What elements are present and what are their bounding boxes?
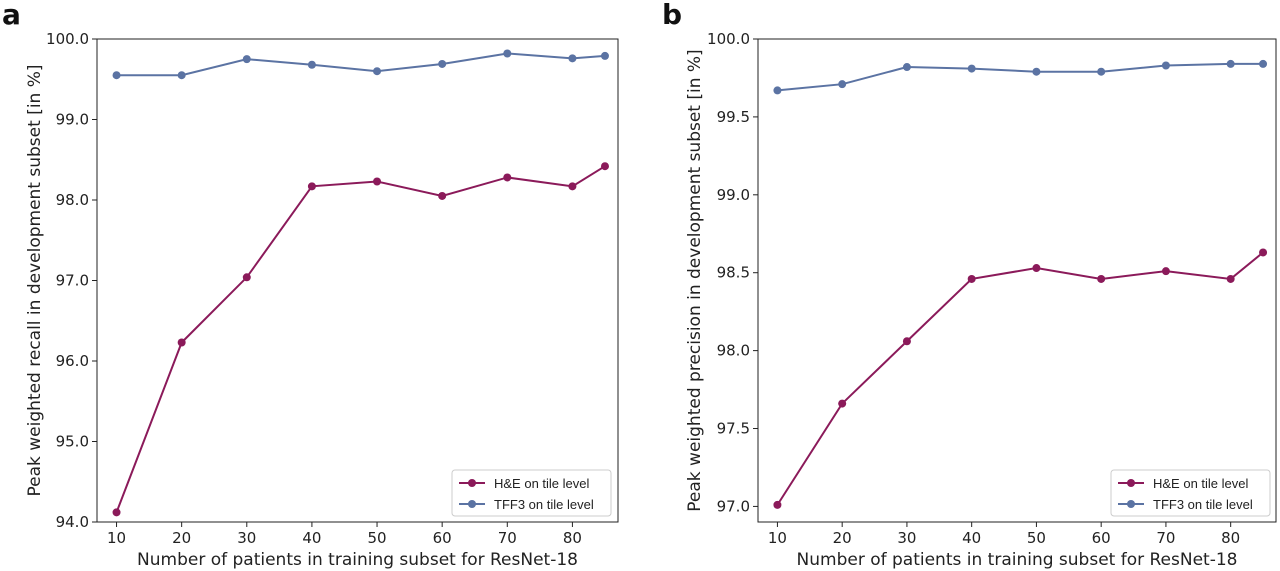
data-point-he — [1032, 264, 1041, 273]
data-point-he — [568, 182, 577, 191]
data-point-tff3 — [1161, 61, 1170, 70]
data-point-tff3 — [1097, 67, 1106, 76]
data-point-he — [600, 162, 609, 171]
series-line-tff3 — [116, 52, 606, 77]
panel-label: b — [662, 0, 682, 31]
x-tick-label: 40 — [302, 529, 321, 547]
x-tick-label: 70 — [1156, 529, 1175, 547]
data-point-tff3 — [307, 60, 316, 69]
x-tick-label: 50 — [367, 529, 386, 547]
y-tick-label: 99.0 — [56, 111, 89, 129]
y-axis-label: Peak weighted recall in development subs… — [25, 64, 45, 496]
chart-panel-b: b 10 20 30 40 50 60 70 80 97.0 97.5 98.0 98.5 99.0 99.… — [662, 0, 1277, 570]
data-point-tff3 — [1032, 67, 1041, 76]
y-tick-label: 95.0 — [56, 433, 89, 451]
chart-panel-a: a 10 20 30 40 50 60 70 80 94.0 95.0 96.0 97.0 98.0 99.… — [2, 0, 619, 570]
legend: H&E on tile level TFF3 on tile level — [1110, 469, 1271, 517]
data-point-he — [1097, 274, 1106, 283]
data-point-he — [838, 399, 847, 408]
x-tick-label: 80 — [563, 529, 582, 547]
legend-swatch-marker — [1127, 479, 1135, 487]
legend-label: H&E on tile level — [494, 476, 589, 491]
y-axis-label: Peak weighted precision in development s… — [685, 49, 705, 511]
data-point-tff3 — [438, 59, 447, 68]
legend-label: H&E on tile level — [1153, 476, 1248, 491]
x-tick-label: 80 — [1221, 529, 1240, 547]
y-tick-label: 97.0 — [717, 497, 750, 515]
data-point-he — [773, 500, 782, 509]
x-tick-label: 60 — [1092, 529, 1111, 547]
data-point-tff3 — [503, 49, 512, 58]
data-point-he — [902, 337, 911, 346]
data-point-he — [177, 338, 186, 347]
x-tick-label: 30 — [237, 529, 256, 547]
data-point-he — [503, 173, 512, 182]
y-tick-label: 96.0 — [56, 352, 89, 370]
y-tick-label: 98.0 — [717, 342, 750, 360]
data-point-tff3 — [373, 67, 382, 76]
x-tick-label: 20 — [172, 529, 191, 547]
data-point-tff3 — [967, 64, 976, 73]
y-tick-label: 99.0 — [717, 186, 750, 204]
series-line-he — [115, 165, 606, 513]
data-point-he — [307, 182, 316, 191]
legend-swatch-marker — [468, 479, 476, 487]
y-tick-label: 100.0 — [707, 30, 750, 48]
x-tick-label: 30 — [897, 529, 916, 547]
data-point-tff3 — [112, 71, 121, 80]
legend-swatch-marker — [1127, 500, 1135, 508]
data-point-he — [373, 177, 382, 186]
x-tick-label: 20 — [833, 529, 852, 547]
x-tick-label: 60 — [433, 529, 452, 547]
data-point-he — [967, 274, 976, 283]
y-tick-label: 97.5 — [717, 420, 750, 438]
x-tick-label: 50 — [1027, 529, 1046, 547]
data-point-tff3 — [568, 54, 577, 63]
data-point-he — [438, 191, 447, 200]
data-point-tff3 — [177, 71, 186, 80]
series-line-he — [776, 251, 1264, 506]
data-point-he — [242, 273, 251, 282]
legend-box — [1110, 469, 1271, 517]
data-point-tff3 — [838, 80, 847, 89]
data-point-he — [1259, 248, 1268, 257]
data-point-he — [1226, 274, 1235, 283]
x-tick-label: 70 — [498, 529, 517, 547]
x-axis-label: Number of patients in training subset fo… — [797, 550, 1238, 570]
y-tick-label: 99.5 — [717, 108, 750, 126]
data-point-tff3 — [600, 51, 609, 60]
data-point-tff3 — [1259, 59, 1268, 68]
data-point-tff3 — [773, 86, 782, 95]
y-tick-label: 100.0 — [46, 30, 89, 48]
legend-label: TFF3 on tile level — [494, 497, 594, 512]
legend-box — [451, 469, 612, 517]
series-line-tff3 — [777, 62, 1264, 92]
data-point-tff3 — [902, 63, 911, 72]
y-tick-label: 94.0 — [56, 513, 89, 531]
data-point-tff3 — [242, 55, 251, 64]
x-tick-label: 10 — [107, 529, 126, 547]
x-axis-label: Number of patients in training subset fo… — [137, 550, 578, 570]
y-tick-label: 98.5 — [717, 264, 750, 282]
panel-label: a — [2, 0, 21, 31]
legend-label: TFF3 on tile level — [1153, 497, 1253, 512]
plot-frame — [96, 38, 619, 523]
data-point-he — [112, 508, 121, 517]
legend-swatch-marker — [468, 500, 476, 508]
data-point-he — [1161, 267, 1170, 276]
legend: H&E on tile level TFF3 on tile level — [451, 469, 612, 517]
data-point-tff3 — [1226, 59, 1235, 68]
y-tick-label: 98.0 — [56, 191, 89, 209]
x-tick-label: 10 — [768, 529, 787, 547]
plot-frame — [757, 38, 1277, 523]
y-tick-label: 97.0 — [56, 272, 89, 290]
x-tick-label: 40 — [962, 529, 981, 547]
